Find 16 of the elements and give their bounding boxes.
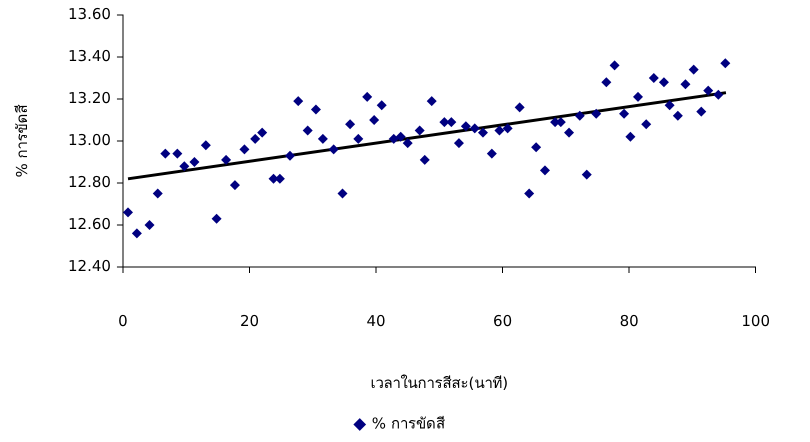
y-axis-title: % การขัดสี: [12, 104, 31, 178]
x-axis-title: เวลาในการสีสะ(นาที): [370, 374, 508, 392]
y-tick-label: 12.40: [68, 256, 111, 275]
y-tick-label: 12.80: [68, 172, 111, 191]
y-tick-label: 13.00: [68, 130, 111, 149]
x-tick-label: 20: [240, 312, 260, 330]
x-tick-label: 60: [493, 312, 512, 330]
x-tick-label: 100: [741, 312, 770, 330]
x-tick-label: 0: [118, 312, 128, 330]
y-tick-label: 12.60: [68, 214, 111, 233]
x-tick-label: 80: [620, 312, 639, 330]
y-tick-label: 13.60: [68, 4, 111, 23]
x-tick-label: 40: [366, 312, 386, 330]
legend-label: % การขัดสี: [372, 414, 445, 432]
y-tick-label: 13.40: [68, 46, 111, 65]
y-tick-label: 13.20: [68, 88, 111, 107]
